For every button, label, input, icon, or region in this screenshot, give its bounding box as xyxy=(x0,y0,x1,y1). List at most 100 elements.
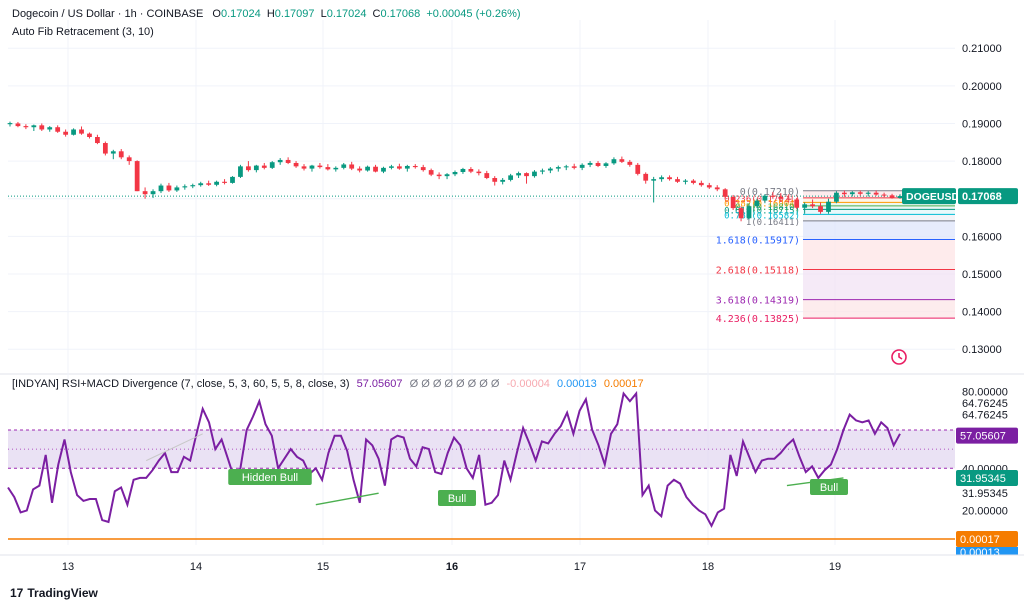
candle-body xyxy=(532,171,537,177)
candle-body xyxy=(881,194,887,196)
candle-body xyxy=(293,162,299,167)
rsi-axis-tick: 80.00000 xyxy=(962,387,1008,399)
candle-body xyxy=(492,178,498,182)
candle-body xyxy=(714,187,720,190)
candle-body xyxy=(460,168,466,172)
candle-body xyxy=(857,192,863,194)
candle-body xyxy=(794,199,800,208)
candle-body xyxy=(635,164,641,174)
rsi-indicator-name: [INDYAN] RSI+MACD Divergence (7, close, … xyxy=(12,378,350,390)
candle-body xyxy=(802,204,808,208)
bull-label-badge xyxy=(810,479,848,495)
bull-label: Bull xyxy=(448,493,466,505)
candle-body xyxy=(484,173,490,179)
candle-body xyxy=(365,166,370,171)
candle-body xyxy=(810,204,815,207)
hidden-bull-label-badge xyxy=(228,469,312,485)
candle-body xyxy=(253,165,259,171)
open-label: O xyxy=(212,8,221,20)
candle-body xyxy=(166,185,172,191)
candle-body xyxy=(571,166,577,168)
candle-body xyxy=(118,151,124,158)
fib-indicator-label[interactable]: Auto Fib Retracement (3, 10) xyxy=(12,26,154,38)
candle-body xyxy=(102,143,108,154)
fib-level-label: 0.786(0.16582) xyxy=(724,211,800,221)
time-axis-tick: 16 xyxy=(446,561,458,573)
candle-body xyxy=(325,167,331,170)
candle-body xyxy=(126,157,132,162)
candle-body xyxy=(524,173,529,177)
candle-body xyxy=(269,162,275,168)
low-value: 0.17024 xyxy=(326,8,367,20)
candle-body xyxy=(738,208,744,219)
candle-body xyxy=(659,177,664,180)
candle-body xyxy=(261,165,267,168)
rsi-indicator-header[interactable]: [INDYAN] RSI+MACD Divergence (7, close, … xyxy=(12,378,644,390)
candle-body xyxy=(87,133,92,138)
bull-label: Bull xyxy=(820,482,838,494)
candle-body xyxy=(190,185,196,187)
candle-body xyxy=(786,198,792,200)
candle-body xyxy=(508,175,514,180)
candle-body xyxy=(706,185,712,188)
macd-hist-value: -0.00004 xyxy=(506,378,550,390)
time-axis-tick: 18 xyxy=(702,561,714,573)
candle-body xyxy=(174,187,180,191)
candle-body xyxy=(349,164,355,169)
time-axis-tick: 14 xyxy=(190,561,202,573)
rsi-axis-tick: 64.76245 xyxy=(962,398,1008,410)
high-value: 0.17097 xyxy=(274,8,315,20)
signal-value: 0.00017 xyxy=(603,378,644,390)
candle-body xyxy=(436,174,442,177)
candle-body xyxy=(39,125,45,130)
candle-body xyxy=(627,161,633,165)
candle-body xyxy=(134,161,140,192)
fib-level-label: 0.618(0.16715) xyxy=(724,206,800,216)
hidden-bull-divergence-line xyxy=(145,433,203,462)
candle-body xyxy=(7,123,13,125)
candle-body xyxy=(667,177,672,180)
tradingview-logo[interactable]: 17 TradingView xyxy=(10,586,98,600)
candle-body xyxy=(55,127,61,132)
high-label: H xyxy=(266,8,275,20)
price-axis-tick: 0.18000 xyxy=(962,156,1002,168)
candle-body xyxy=(452,171,458,175)
candle-body xyxy=(277,159,283,163)
macd-badge xyxy=(956,547,1018,555)
candle-body xyxy=(762,195,768,201)
symbol-title: Dogecoin / US Dollar · 1h · COINBASE xyxy=(12,8,204,20)
candle-body xyxy=(230,176,235,183)
alert-clock-hand xyxy=(898,353,903,360)
candle-body xyxy=(897,196,903,198)
symbol-badge-text: DOGEUSD xyxy=(906,191,960,203)
candle-body xyxy=(579,164,585,168)
candle-body xyxy=(643,173,649,181)
candle-body xyxy=(412,165,418,168)
candle-body xyxy=(420,167,426,171)
candle-body xyxy=(691,180,696,183)
candle-body xyxy=(309,165,315,169)
rsi-axis-tick: 64.76245 xyxy=(962,410,1008,422)
candle-body xyxy=(444,174,450,177)
macd-badge-text: 0.00013 xyxy=(960,547,1000,559)
candle-body xyxy=(468,168,474,172)
candle-body xyxy=(675,179,680,182)
candle-body xyxy=(182,186,188,188)
candle-body xyxy=(381,167,386,172)
fib-level-label: 2.618(0.15118) xyxy=(716,266,800,277)
hidden-bull-label: Hidden Bull xyxy=(242,472,298,484)
candle-body xyxy=(47,127,53,130)
candle-body xyxy=(301,166,307,169)
candle-body xyxy=(238,166,243,177)
candle-body xyxy=(722,189,728,197)
candle-body xyxy=(357,168,363,171)
change-value: +0.00045 (+0.26%) xyxy=(426,8,521,20)
close-label: C xyxy=(372,8,381,20)
fib-level-label: 3.618(0.14319) xyxy=(716,296,800,307)
candle-body xyxy=(158,185,164,192)
candle-body xyxy=(142,191,148,195)
candle-body xyxy=(873,192,879,195)
time-axis-tick: 13 xyxy=(62,561,74,573)
fib-zone xyxy=(803,239,955,270)
